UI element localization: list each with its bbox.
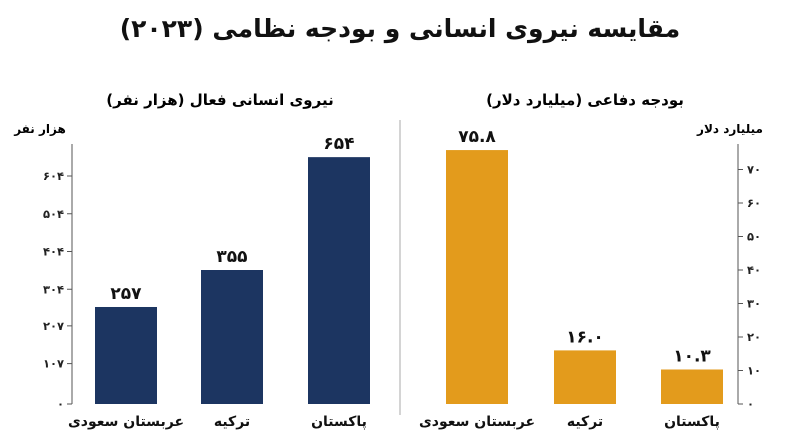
page-title: مقایسه نیروی انسانی و بودجه نظامی (۲۰۲۳) — [119, 14, 681, 43]
budget-category-label: ترکیه — [567, 414, 603, 430]
manpower-category-label: پاکستان — [311, 414, 367, 430]
manpower-y-tick-label: ۱۰۷ — [43, 357, 64, 371]
budget-y-tick-label: ۷۰ — [747, 163, 761, 177]
manpower-bar-value-label: ۶۵۴ — [323, 134, 354, 154]
budget-y-tick-label: ۰ — [747, 397, 754, 411]
budget-y-tick-label: ۲۰ — [747, 330, 761, 344]
manpower-y-tick-label: ۶۰۴ — [43, 169, 64, 183]
manpower-bar — [201, 270, 263, 404]
manpower-category-label: ترکیه — [214, 414, 250, 430]
manpower-category-label: عربستان سعودی — [68, 414, 184, 430]
budget-y-tick-label: ۱۰ — [747, 364, 761, 378]
manpower-y-tick-label: ۰ — [57, 397, 64, 411]
budget-bar-value-label: ۷۵.۸ — [458, 127, 496, 147]
budget-y-tick-label: ۳۰ — [747, 297, 761, 311]
budget-bar-value-label: ۱۶.۰ — [566, 327, 604, 347]
budget-bar — [446, 150, 508, 404]
manpower-bar-value-label: ۲۵۷ — [110, 284, 142, 304]
budget-y-tick-label: ۴۰ — [747, 263, 761, 277]
manpower-y-tick-label: ۵۰۴ — [43, 207, 64, 221]
budget-y-tick-label: ۶۰ — [747, 196, 761, 210]
budget-panel-title: بودجه دفاعی (میلیارد دلار) — [486, 91, 684, 109]
budget-category-label: عربستان سعودی — [419, 414, 535, 430]
manpower-bar-value-label: ۳۵۵ — [216, 247, 247, 267]
budget-category-label: پاکستان — [664, 414, 720, 430]
budget-bar — [554, 350, 616, 404]
manpower-y-tick-label: ۳۰۴ — [43, 282, 64, 296]
manpower-y-tick-label: ۲۰۷ — [43, 319, 64, 333]
manpower-panel-title: نیروی انسانی فعال (هزار نفر) — [106, 91, 333, 109]
manpower-bar — [95, 306, 157, 404]
budget-bar-value-label: ۱۰.۳ — [673, 346, 711, 366]
manpower-axis-unit-label: هزار نفر — [13, 122, 66, 136]
budget-y-tick-label: ۵۰ — [747, 230, 761, 244]
manpower-y-tick-label: ۴۰۴ — [43, 245, 64, 259]
manpower-bar — [308, 157, 370, 404]
budget-bar — [661, 369, 723, 404]
budget-axis-unit-label: میلیارد دلار — [696, 122, 763, 136]
